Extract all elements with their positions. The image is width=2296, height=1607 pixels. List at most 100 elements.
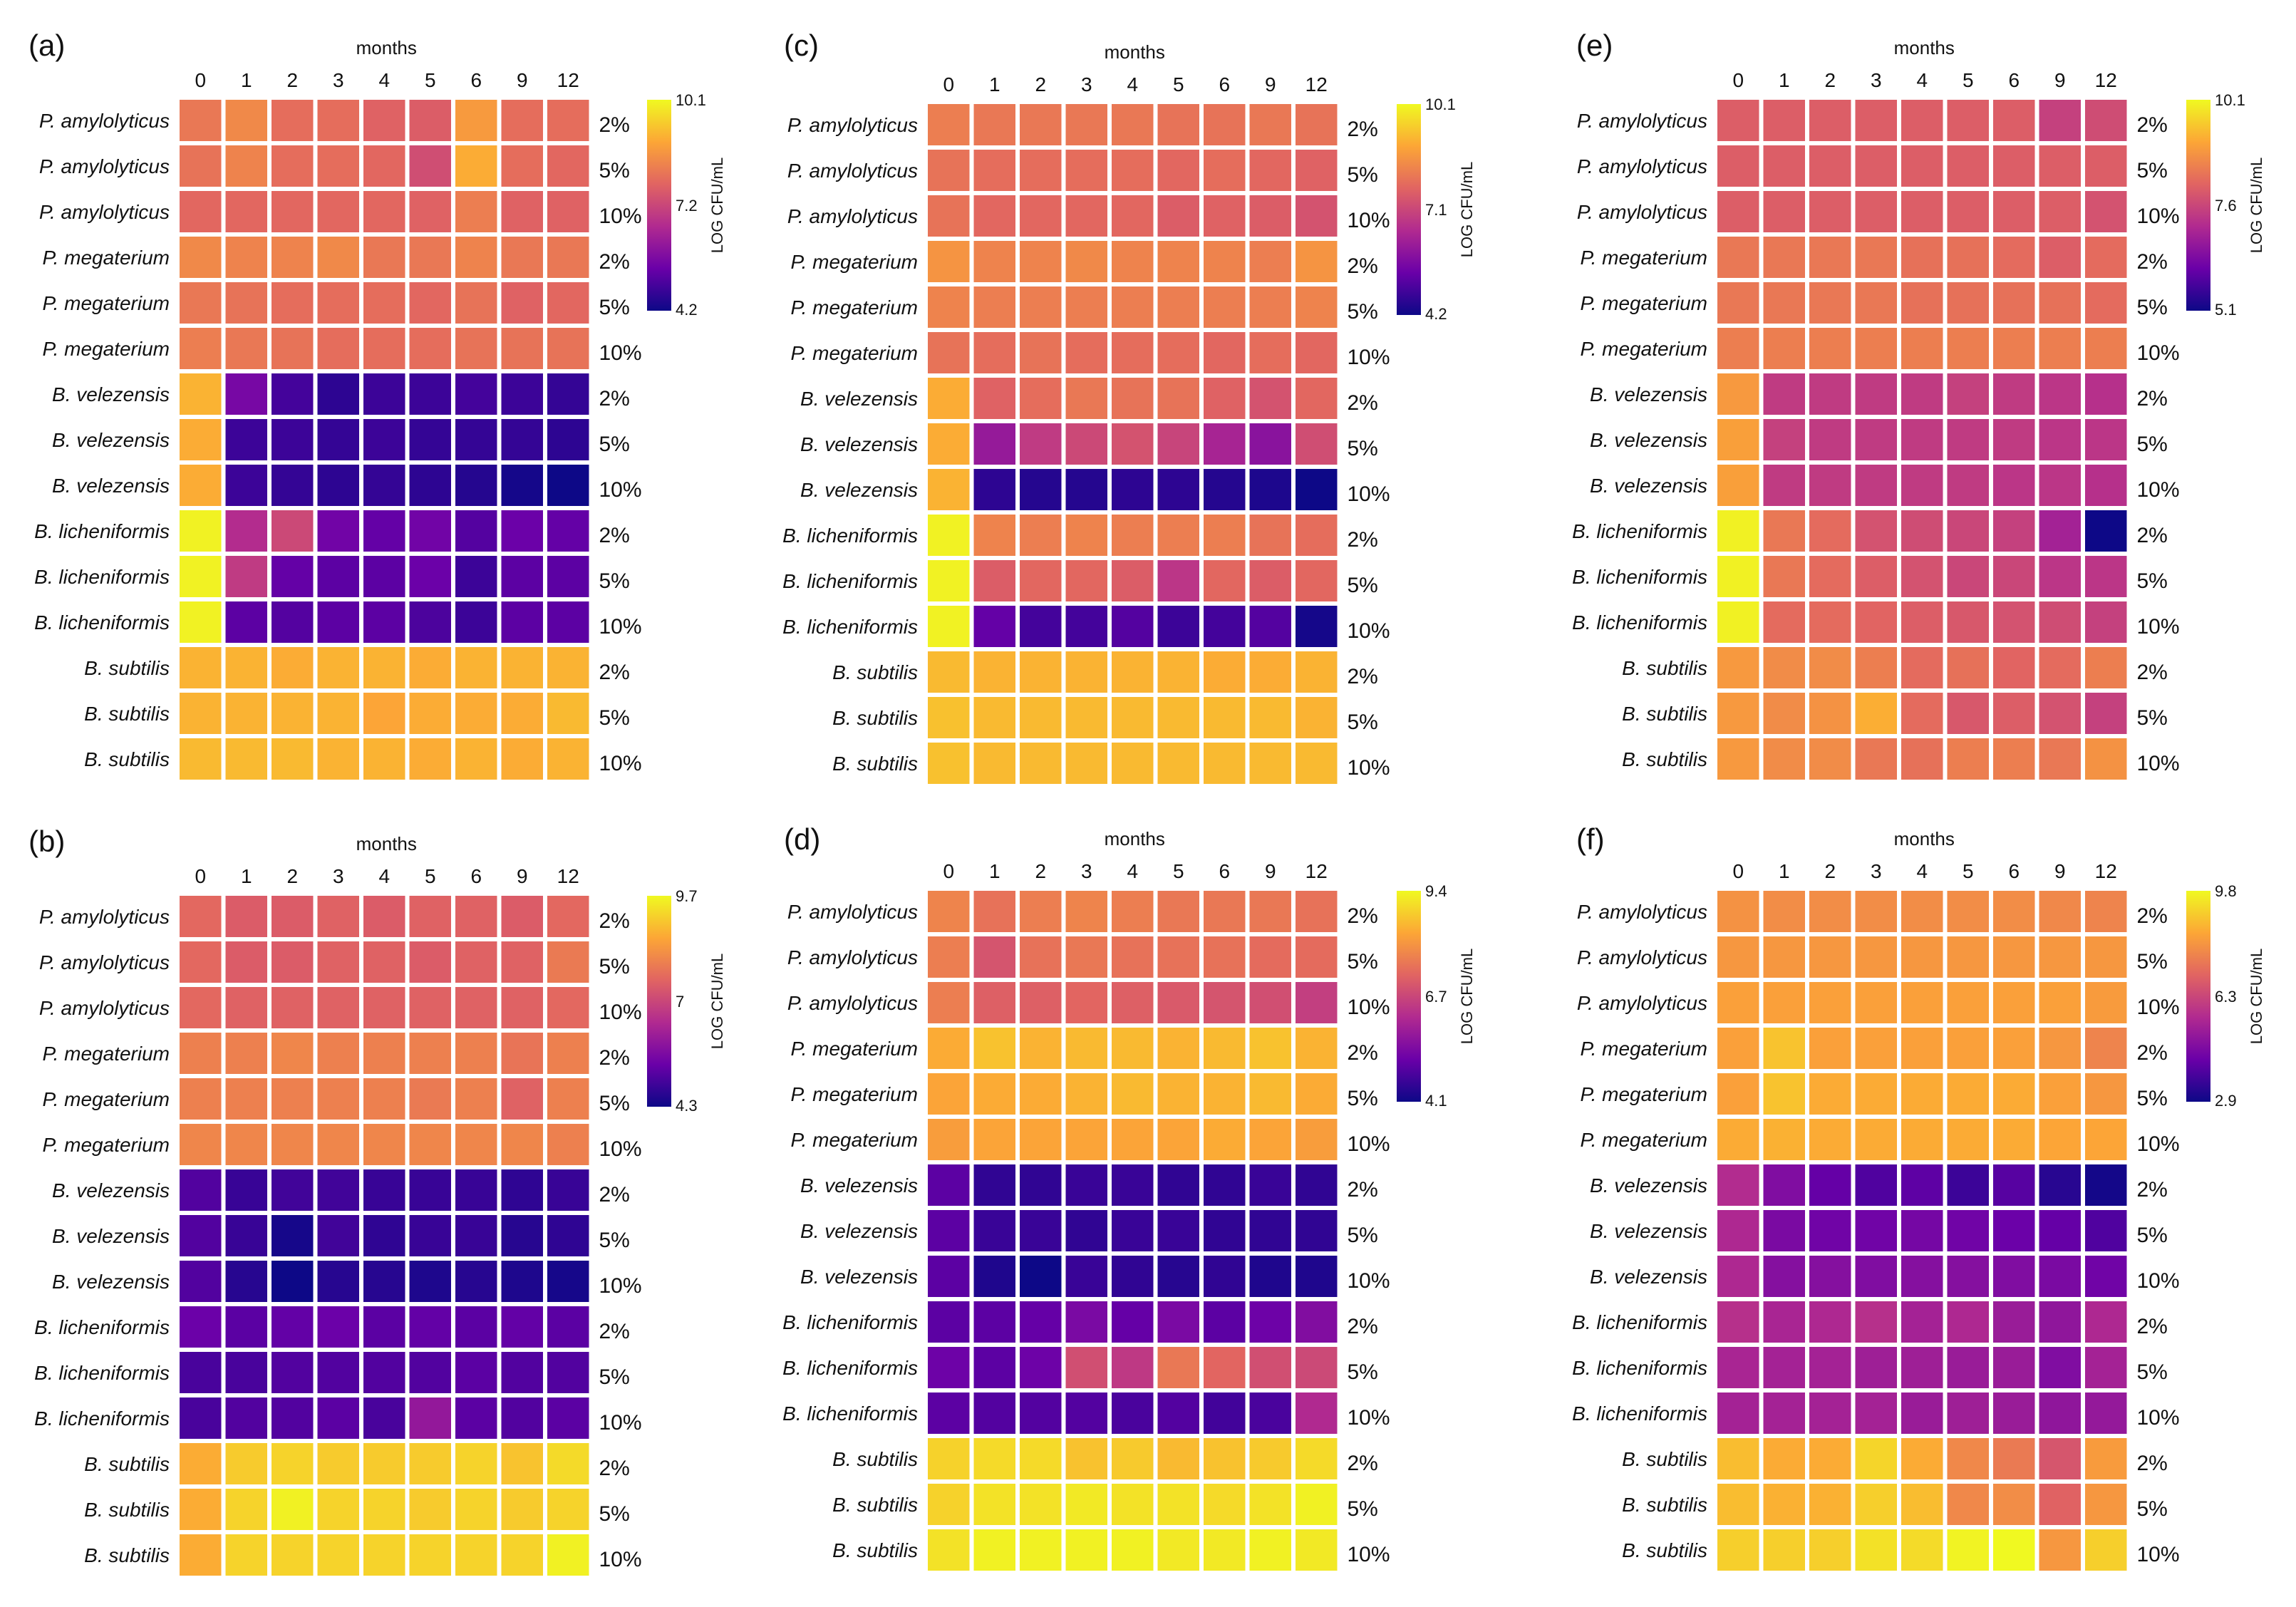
heatmap-cell (455, 1489, 497, 1530)
heatmap-cell (1249, 982, 1291, 1023)
row-label: B. licheniformis (782, 1402, 918, 1425)
heatmap-cell (1020, 936, 1062, 978)
heatmap-cell (1157, 1164, 1199, 1206)
heatmap-cell (1809, 465, 1851, 506)
row-label: P. megaterium (43, 1088, 170, 1110)
heatmap-cell (225, 1124, 267, 1165)
concentration-label: 5% (599, 569, 630, 593)
heatmap-cell (1296, 560, 1338, 601)
heatmap-cell (272, 419, 314, 460)
heatmap-cell (225, 237, 267, 278)
heatmap-cell (1855, 373, 1897, 415)
concentration-label: 5% (599, 1092, 630, 1115)
heatmap-cell (1112, 743, 1154, 784)
panel-label: (e) (1576, 29, 1613, 62)
heatmap-cell (1249, 1119, 1291, 1160)
heatmap-cell (409, 373, 451, 415)
heatmap-cell (409, 1306, 451, 1348)
heatmap-cell (501, 1443, 543, 1484)
heatmap-cell (317, 328, 359, 369)
heatmap-cell (363, 282, 405, 324)
heatmap-cell (1993, 601, 2035, 643)
heatmap-cell (1296, 891, 1338, 932)
heatmap-cell (1763, 237, 1805, 278)
heatmap-cell (973, 1392, 1015, 1434)
heatmap-cell (1157, 560, 1199, 601)
heatmap-cell (547, 1124, 589, 1165)
heatmap-cell (180, 647, 222, 688)
heatmap-cell (1993, 1073, 2035, 1115)
heatmap-cell (1763, 373, 1805, 415)
heatmap-cell (1717, 465, 1759, 506)
heatmap-cell (1204, 1347, 1246, 1388)
heatmap-cell (317, 1033, 359, 1074)
heatmap-cell (1157, 1301, 1199, 1343)
concentration-label: 10% (599, 1137, 642, 1161)
heatmap-cell (1204, 982, 1246, 1023)
heatmap-cell (409, 328, 451, 369)
heatmap-cell (363, 419, 405, 460)
heatmap-cell (547, 328, 589, 369)
row-label: P. megaterium (791, 1083, 918, 1105)
x-axis-title: months (1894, 37, 1955, 58)
row-label: B. subtilis (832, 661, 918, 683)
heatmap-cell (272, 191, 314, 232)
heatmap-cell (180, 1033, 222, 1074)
heatmap-cell (1763, 556, 1805, 597)
concentration-label: 2% (2137, 1041, 2168, 1065)
row-label: B. velezensis (800, 388, 918, 410)
row-label: B. velezensis (52, 1179, 170, 1202)
heatmap-cell (363, 1306, 405, 1348)
heatmap-cell (1204, 286, 1246, 328)
x-tick-label: 12 (557, 865, 579, 887)
heatmap-cell (225, 1534, 267, 1576)
heatmap-cell (1157, 1073, 1199, 1115)
row-label: B. subtilis (1622, 1448, 1707, 1470)
heatmap-cell (272, 373, 314, 415)
heatmap-cell (1763, 1119, 1805, 1160)
heatmap-cell (1993, 465, 2035, 506)
heatmap-cell (1204, 241, 1246, 282)
heatmap-cell (501, 601, 543, 643)
heatmap-cell (1855, 1210, 1897, 1251)
heatmap-cell (1855, 1073, 1897, 1115)
heatmap-cell (455, 282, 497, 324)
x-axis-title: months (356, 37, 417, 58)
heatmap-cell (1993, 936, 2035, 978)
heatmap-cell (973, 1484, 1015, 1525)
row-label: B. velezensis (1590, 1266, 1707, 1288)
heatmap-cell (501, 896, 543, 937)
heatmap-cell (180, 465, 222, 506)
heatmap-cell (272, 601, 314, 643)
heatmap-cell (1065, 651, 1107, 693)
concentration-label: 5% (1348, 574, 1378, 597)
heatmap-cell (2039, 1529, 2081, 1571)
heatmap-cell (1296, 1484, 1338, 1525)
x-tick-label: 1 (241, 865, 252, 887)
heatmap-cell (180, 1261, 222, 1302)
heatmap-cell (2039, 693, 2081, 734)
heatmap-cell (1112, 1256, 1154, 1297)
heatmap-cell (317, 1534, 359, 1576)
heatmap-cell (1249, 1529, 1291, 1571)
heatmap-cell (1947, 936, 1989, 978)
heatmap-cell (1993, 1484, 2035, 1525)
heatmap-cell (1249, 423, 1291, 465)
heatmap-cell (1157, 651, 1199, 693)
heatmap-cell (1065, 1210, 1107, 1251)
heatmap-cell (1204, 651, 1246, 693)
heatmap-cell (1947, 282, 1989, 324)
heatmap-cell (272, 1489, 314, 1530)
x-tick-label: 4 (378, 69, 390, 91)
heatmap-cell (409, 896, 451, 937)
row-label: P. megaterium (791, 1129, 918, 1151)
row-label: B. subtilis (84, 748, 170, 770)
heatmap-cell (180, 1352, 222, 1393)
heatmap-cell (928, 1119, 970, 1160)
row-label: B. licheniformis (782, 1311, 918, 1333)
heatmap-cell (1020, 1028, 1062, 1069)
heatmap-cell (1763, 1392, 1805, 1434)
heatmap-cell (1112, 515, 1154, 556)
